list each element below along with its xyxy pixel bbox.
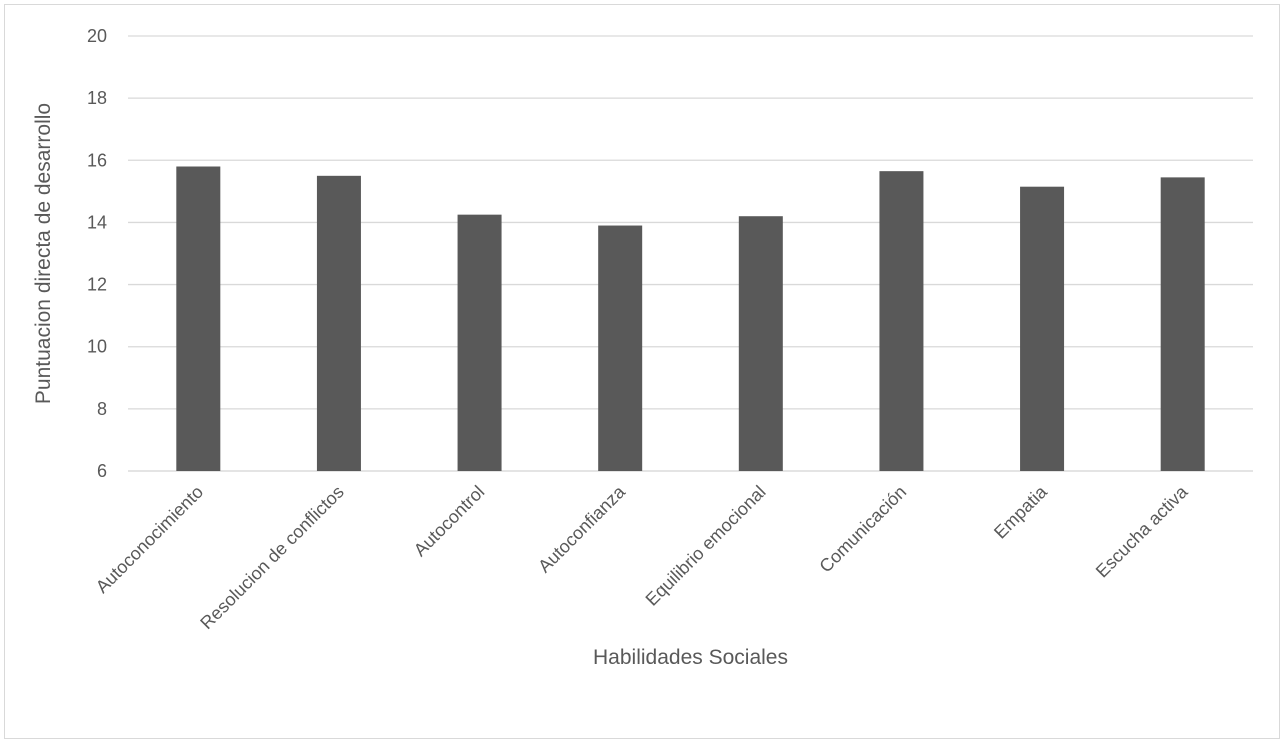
- x-axis-title: Habilidades Sociales: [593, 646, 788, 669]
- chart-frame: 6 8 10 12 14 16 18 20 Autoconocimiento Resolucio…: [4, 4, 1280, 739]
- x-tick-label: Escucha activa: [1092, 481, 1192, 581]
- bar-3: [457, 214, 502, 472]
- bar-5: [738, 216, 783, 471]
- y-tick-labels: 6 8 10 12 14 16 18 20: [87, 26, 107, 481]
- y-tick-label: 16: [87, 150, 107, 170]
- y-axis-title: Puntuacion directa de desarrollo: [32, 103, 55, 404]
- bars: [176, 166, 1205, 472]
- bar-7: [1020, 186, 1065, 472]
- bar-6: [879, 171, 924, 472]
- bar-4: [598, 225, 643, 471]
- x-tick-label: Equilibrio emocional: [642, 482, 770, 610]
- x-tick-label: Empatia: [990, 481, 1052, 543]
- x-tick-label: Comunicación: [815, 482, 910, 577]
- x-tick-label: Autocontrol: [410, 482, 489, 561]
- y-tick-label: 12: [87, 275, 107, 295]
- bar-2: [316, 175, 361, 472]
- y-tick-label: 8: [97, 399, 107, 419]
- y-tick-label: 6: [97, 461, 107, 481]
- bar-chart: 6 8 10 12 14 16 18 20 AutoconocimientoResolucio…: [32, 26, 1253, 669]
- y-tick-label: 14: [87, 212, 107, 232]
- x-tick-label: Autoconfianza: [534, 481, 630, 577]
- bar-8: [1160, 177, 1205, 471]
- gridlines: [128, 35, 1253, 472]
- y-tick-label: 18: [87, 88, 107, 108]
- x-tick-label: Resolucion de conflictos: [196, 482, 347, 633]
- x-tick-label: Autoconocimiento: [92, 482, 207, 597]
- bar-1: [176, 166, 221, 471]
- y-tick-label: 20: [87, 26, 107, 46]
- y-tick-label: 10: [87, 337, 107, 357]
